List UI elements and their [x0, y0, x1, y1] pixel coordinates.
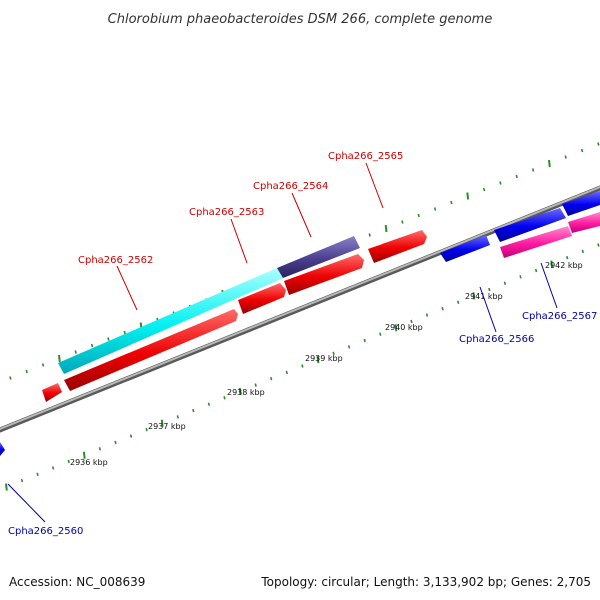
minor-tick — [566, 255, 569, 260]
minor-tick — [597, 243, 600, 247]
gene-arrow-reverse[interactable] — [562, 191, 600, 216]
gene-cpha266-2562-highlight[interactable] — [58, 268, 283, 374]
minor-tick — [410, 319, 413, 324]
minor-tick — [531, 168, 535, 172]
major-tick — [548, 159, 551, 168]
minor-tick — [129, 434, 133, 438]
minor-tick — [457, 300, 460, 305]
minor-tick — [51, 466, 55, 470]
scale-label: 2940 kbp — [385, 323, 423, 332]
gene-arrow-forward[interactable] — [368, 230, 427, 263]
major-tick — [472, 292, 476, 300]
minor-tick — [519, 275, 522, 279]
minor-tick — [20, 478, 24, 483]
scale-label: 2942 kbp — [545, 261, 583, 270]
minor-tick — [285, 370, 288, 375]
minor-tick — [145, 427, 148, 432]
minor-tick — [401, 220, 404, 224]
major-tick — [384, 224, 388, 233]
minor-tick — [176, 415, 179, 419]
major-tick — [316, 355, 320, 364]
major-tick — [550, 260, 554, 268]
gene-label-cpha266-2562[interactable]: Cpha266_2562 — [78, 255, 153, 266]
gene-arrow-forward[interactable] — [238, 283, 286, 314]
minor-tick — [36, 472, 39, 477]
gene-label-cpha266-2563[interactable]: Cpha266_2563 — [189, 207, 264, 218]
minor-tick — [98, 447, 102, 451]
gene-label-cpha266-2565[interactable]: Cpha266_2565 — [328, 151, 403, 162]
minor-tick — [482, 187, 486, 192]
minor-tick — [347, 345, 351, 349]
minor-tick — [114, 440, 117, 445]
minor-tick — [425, 313, 429, 317]
minor-tick — [207, 402, 211, 406]
minor-tick — [534, 268, 538, 273]
minor-tick — [192, 408, 195, 413]
gene-arrow-reverse[interactable] — [494, 208, 566, 242]
major-tick — [58, 354, 61, 363]
gene-arrow-forward[interactable] — [64, 309, 238, 391]
minor-tick — [107, 337, 110, 341]
gene-arrow-forward[interactable] — [284, 254, 364, 295]
minor-tick — [503, 281, 507, 285]
scale-label: 2936 kbp — [70, 458, 108, 467]
minor-tick — [581, 249, 584, 254]
major-tick — [5, 483, 8, 491]
gene-arrow-reverse[interactable] — [440, 235, 490, 262]
minor-tick — [270, 376, 273, 381]
minor-tick — [223, 396, 226, 400]
genome-summary-text: Topology: circular; Length: 3,133,902 bp… — [260, 575, 591, 589]
minor-tick — [90, 343, 94, 348]
gene-label-cpha266-2567[interactable]: Cpha266_2567 — [522, 311, 597, 322]
minor-tick — [441, 306, 444, 311]
minor-tick — [597, 142, 600, 146]
inner-tick-track — [5, 243, 600, 491]
gene-arrow-forward[interactable] — [42, 383, 62, 402]
gene-label-cpha266-2560[interactable]: Cpha266_2560 — [8, 526, 83, 537]
major-tick — [394, 324, 398, 332]
minor-tick — [301, 364, 304, 368]
minor-tick — [67, 459, 70, 464]
scale-label: 2937 kbp — [148, 422, 186, 431]
minor-tick — [580, 148, 584, 153]
minor-tick — [499, 181, 502, 185]
minor-tick — [564, 155, 567, 159]
gene-arrow-highlight[interactable] — [568, 212, 600, 233]
minor-tick — [363, 338, 366, 343]
scale-label: 2938 kbp — [227, 388, 265, 397]
minor-tick — [123, 330, 126, 335]
gene-label-cpha266-2566[interactable]: Cpha266_2566 — [459, 334, 534, 345]
minor-tick — [368, 233, 371, 237]
minor-tick — [488, 287, 491, 292]
scale-label: 2939 kbp — [305, 354, 343, 363]
minor-tick — [332, 351, 335, 356]
major-tick — [82, 451, 86, 459]
major-tick — [160, 419, 164, 427]
minor-tick — [515, 174, 518, 179]
gene-cpha266-2567-highlight[interactable] — [500, 226, 572, 258]
gene-arrow-reverse[interactable] — [0, 442, 5, 456]
minor-tick — [41, 363, 45, 367]
minor-tick — [254, 383, 257, 387]
minor-tick — [433, 207, 437, 211]
minor-tick — [450, 200, 453, 205]
minor-tick — [379, 332, 382, 336]
minor-tick — [417, 213, 420, 218]
scale-labels: 2936 kbp 2937 kbp 2938 kbp 2939 kbp 2940… — [70, 261, 583, 467]
minor-tick — [74, 350, 77, 354]
gene-cpha266-2564-highlight[interactable] — [277, 236, 360, 278]
major-tick — [466, 192, 470, 200]
gene-leader-lines — [7, 162, 558, 523]
accession-text: Accession: NC_008639 — [9, 575, 145, 589]
major-tick — [238, 387, 242, 396]
gene-label-cpha266-2564[interactable]: Cpha266_2564 — [253, 181, 328, 192]
minor-tick — [9, 376, 12, 380]
map-title: Chlorobium phaeobacteroides DSM 266, com… — [108, 12, 493, 27]
minor-tick — [25, 369, 28, 374]
